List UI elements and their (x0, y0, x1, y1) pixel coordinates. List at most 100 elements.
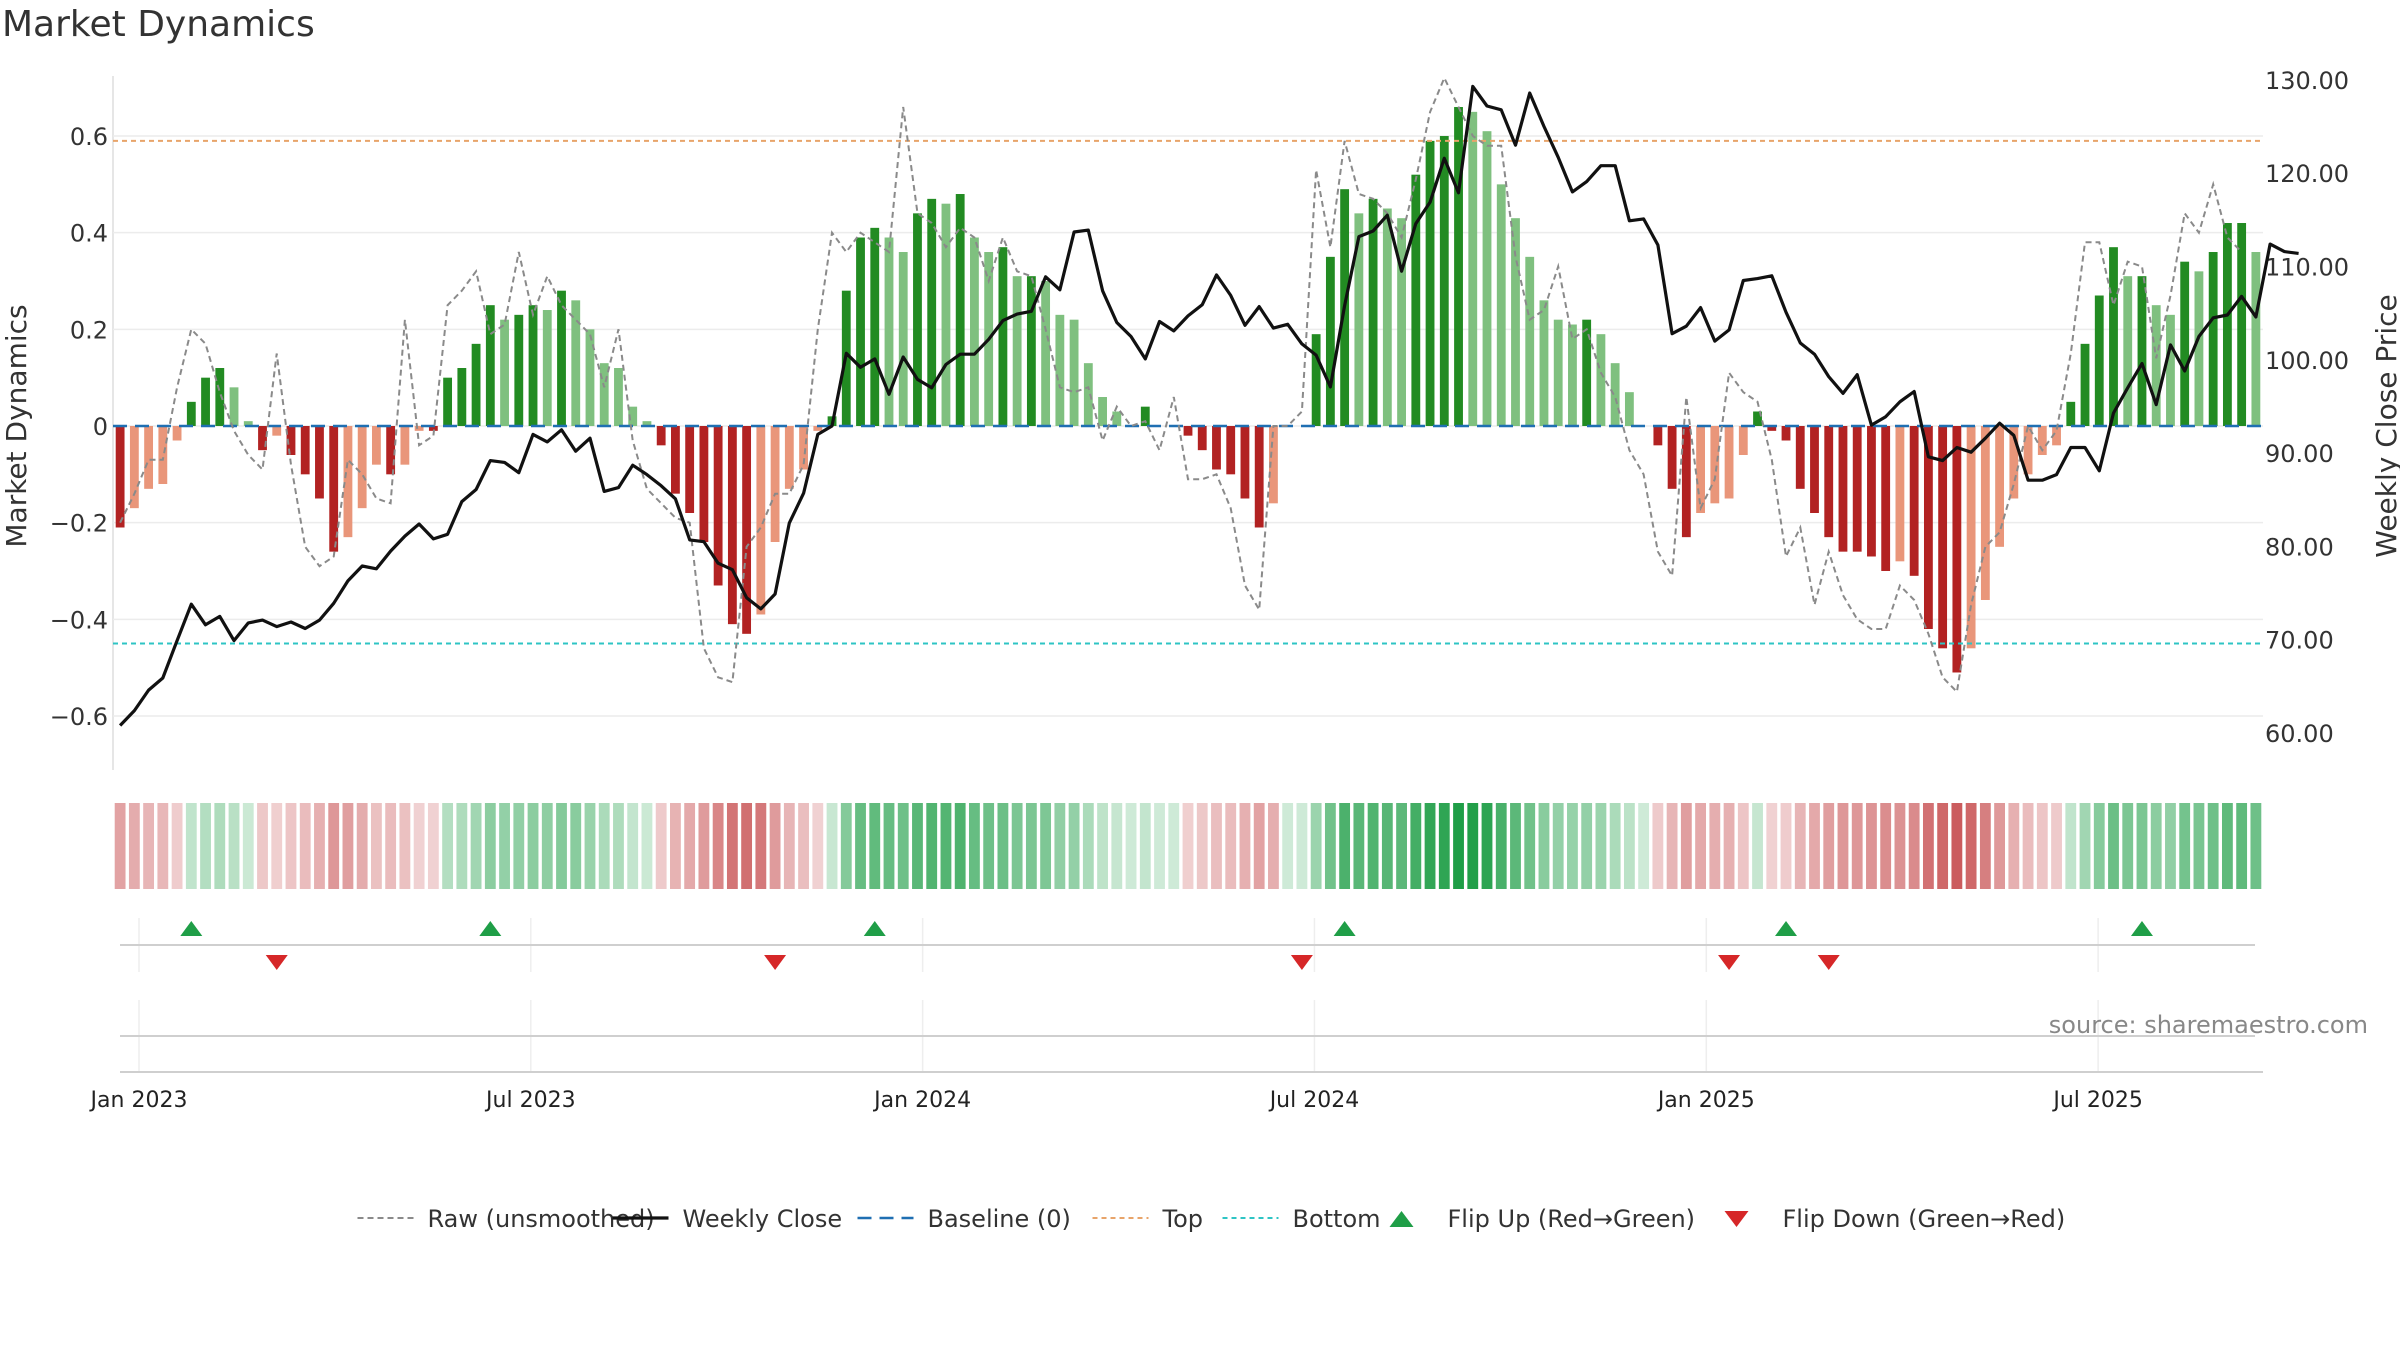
intensity-cell (1196, 803, 1208, 889)
dynamics-bar (1710, 426, 1720, 504)
dynamics-bar (1254, 426, 1264, 528)
dynamics-bar (215, 368, 225, 426)
dynamics-bar (1909, 426, 1919, 576)
intensity-cell (1567, 803, 1578, 889)
intensity-cell (2008, 803, 2020, 889)
dynamics-bar (2123, 276, 2133, 426)
intensity-cell (1453, 803, 1464, 889)
chart-title: Market Dynamics (2, 4, 315, 45)
intensity-cell (1979, 803, 1991, 889)
intensity-cell (1994, 803, 2005, 889)
dynamics-bar (1098, 397, 1107, 426)
dynamics-bar (1681, 426, 1691, 538)
dynamics-bar (428, 426, 438, 431)
y-right-tick-label: 80.00 (2265, 533, 2334, 561)
intensity-cell (954, 803, 966, 889)
dynamics-bar (1867, 426, 1876, 557)
dynamics-bar (799, 426, 808, 470)
flip-down-marker (265, 955, 288, 970)
intensity-cell (598, 803, 610, 889)
dynamics-bar (1995, 426, 2005, 547)
weekly-close-line (118, 84, 2299, 727)
flip-up-marker (479, 921, 502, 936)
intensity-cell (1524, 803, 1536, 889)
dynamics-bar (1852, 426, 1862, 552)
flip-down-marker (1718, 955, 1741, 970)
intensity-cell (342, 803, 354, 889)
dynamics-bar (2222, 223, 2232, 426)
intensity-cell (798, 803, 809, 889)
intensity-cell (1139, 803, 1151, 889)
intensity-cell (257, 803, 268, 889)
dynamics-bar (1767, 426, 1777, 431)
y-right-axis-label: Weekly Close Price (2370, 294, 2400, 557)
intensity-cell (1951, 803, 1963, 889)
legend-label: Flip Down (Green→Red) (1783, 1205, 2066, 1233)
intensity-cell (1353, 803, 1365, 889)
dynamics-bar (1610, 363, 1620, 426)
dynamics-bar (1980, 426, 1990, 600)
intensity-cell (1908, 803, 1920, 889)
intensity-cell (214, 803, 226, 889)
y-tick-label: −0.4 (50, 606, 108, 634)
dynamics-bar (357, 426, 367, 509)
dynamics-bar (2194, 271, 2204, 426)
dynamics-bar (371, 426, 381, 465)
intensity-cell (1296, 803, 1308, 889)
dynamics-bar (870, 227, 880, 426)
dynamics-bar (443, 377, 453, 426)
dynamics-bar (229, 387, 239, 426)
dynamics-bar (329, 426, 339, 552)
intensity-cell (1638, 803, 1650, 889)
intensity-cell (1894, 803, 1906, 889)
dynamics-bar (1781, 426, 1791, 441)
intensity-cell (456, 803, 468, 889)
dynamics-bar (300, 426, 310, 475)
intensity-cell (2193, 803, 2205, 889)
intensity-cell (641, 803, 653, 889)
intensity-cell (684, 803, 696, 889)
intensity-cell (627, 803, 639, 889)
y-right-tick-label: 90.00 (2265, 440, 2334, 468)
dynamics-bar (272, 426, 282, 436)
intensity-cell (769, 803, 781, 889)
dynamics-bar (1354, 213, 1364, 426)
intensity-cell (143, 803, 155, 889)
intensity-cell (1025, 803, 1037, 889)
dynamics-bar (941, 203, 951, 426)
intensity-cell (399, 803, 411, 889)
intensity-cell (1097, 803, 1108, 889)
dynamics-bar (599, 363, 609, 426)
dynamics-bar (2151, 305, 2161, 426)
intensity-cell (314, 803, 325, 889)
y-right-tick-label: 70.00 (2265, 627, 2334, 655)
intensity-cell (2108, 803, 2119, 889)
flip-down-marker (1817, 955, 1840, 970)
y-tick-label: −0.6 (50, 703, 108, 731)
x-tick-label: Jul 2024 (1268, 1088, 1360, 1113)
intensity-cell (299, 803, 311, 889)
intensity-cell (1723, 803, 1735, 889)
dynamics-bar (1226, 426, 1236, 475)
y-axis-label: Market Dynamics (0, 304, 33, 547)
intensity-cell (1538, 803, 1550, 889)
intensity-cell (541, 803, 553, 889)
dynamics-bar (955, 194, 965, 426)
intensity-cell (2179, 803, 2191, 889)
intensity-cell (1282, 803, 1294, 889)
intensity-cell (427, 803, 439, 889)
dynamics-bar (2023, 426, 2033, 475)
intensity-cell (1253, 803, 1265, 889)
intensity-cell (1623, 803, 1635, 889)
legend-flip-up-swatch (1389, 1211, 1414, 1227)
dynamics-bar (1212, 426, 1221, 470)
intensity-cell (499, 803, 510, 889)
intensity-cell (613, 803, 624, 889)
dynamics-bar (1496, 184, 1506, 426)
intensity-cell (926, 803, 938, 889)
intensity-cell (1652, 803, 1664, 889)
dynamics-bar (770, 426, 780, 542)
dynamics-bar (457, 368, 467, 426)
intensity-cell (840, 803, 852, 889)
dynamics-bar (400, 426, 410, 465)
